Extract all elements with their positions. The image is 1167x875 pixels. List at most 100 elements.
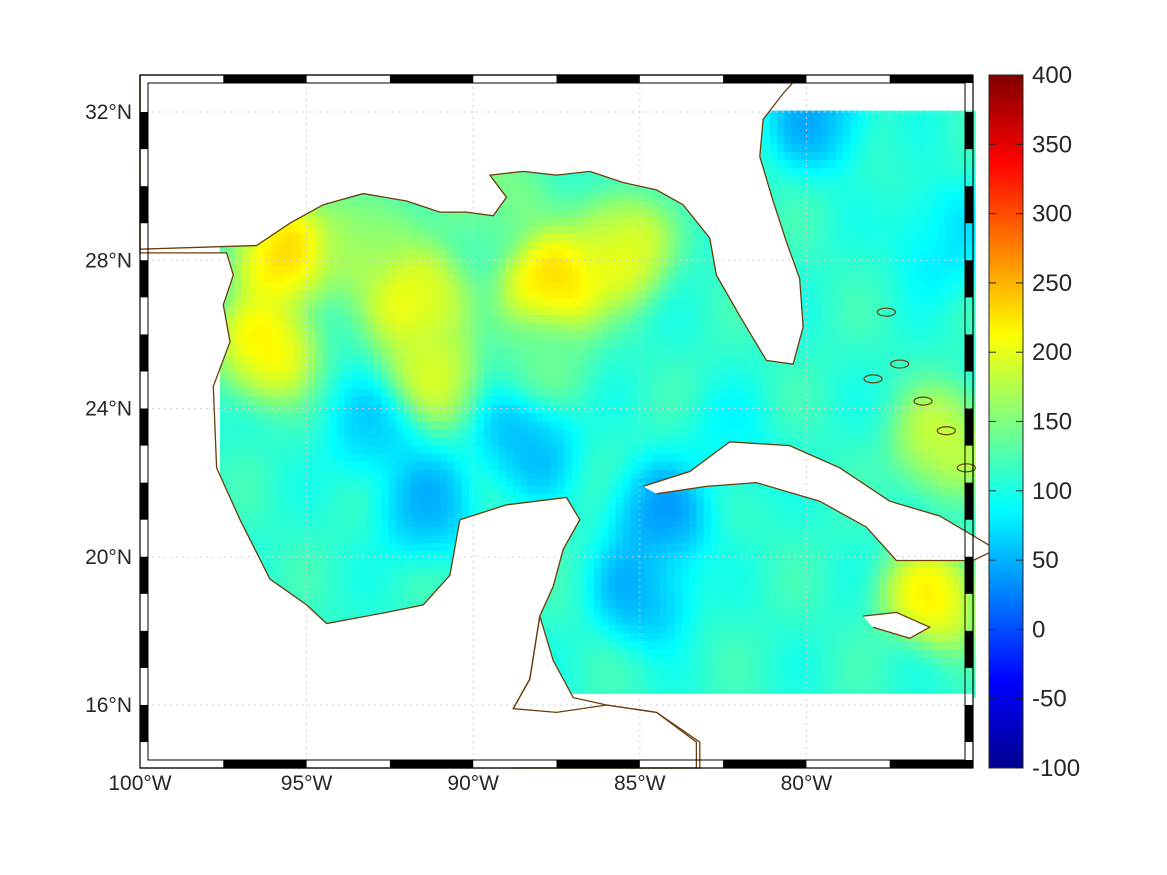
heatmap-cell [249,355,258,364]
heatmap-cell [659,200,668,210]
heatmap-cell [630,485,639,495]
heatmap-cell [520,338,529,348]
heatmap-cell [579,306,588,315]
heatmap-cell [659,559,668,568]
heatmap-cell [366,395,375,405]
heatmap-cell [293,338,302,348]
heatmap-cell [711,599,719,609]
heatmap-cell [696,420,705,430]
heatmap-cell [623,184,631,193]
heatmap-cell [388,347,397,356]
heatmap-cell [711,322,719,332]
heatmap-cell [637,184,646,193]
heatmap-cell [571,289,580,299]
heatmap-cell [586,257,595,267]
heatmap-cell [366,534,375,544]
heatmap-cell [425,395,434,405]
heatmap-cell [645,681,653,691]
heatmap-cell [718,501,727,511]
heatmap-cell [227,322,236,332]
heatmap-cell [395,575,404,585]
heatmap-cell [366,453,375,462]
heatmap-cell [234,510,243,519]
heatmap-cell [410,599,419,609]
heatmap-cell [403,583,412,593]
heatmap-cell [359,330,368,340]
heatmap-cell [461,306,470,315]
heatmap-cell [373,363,382,373]
heatmap-cell [351,575,360,585]
heatmap-cell [696,428,705,438]
heatmap-cell [329,501,338,511]
heatmap-cell [337,559,346,568]
heatmap-cell [227,363,236,373]
heatmap-cell [322,542,331,552]
heatmap-cell [505,249,514,258]
heatmap-cell [674,363,683,373]
heatmap-cell [329,338,338,348]
heatmap-cell [542,241,551,250]
heatmap-cell [645,656,653,666]
heatmap-cell [410,526,419,536]
heatmap-cell [535,175,544,185]
heatmap-cell [278,501,287,511]
heatmap-cell [483,314,492,324]
heatmap-cell [322,469,331,479]
heatmap-cell [264,241,272,250]
heatmap-cell [322,273,331,283]
heatmap-cell [410,567,419,576]
heatmap-cell [674,591,683,601]
heatmap-cell [461,444,470,454]
heatmap-cell [711,607,719,617]
heatmap-cell [242,518,250,527]
heatmap-cell [432,338,441,348]
heatmap-cell [703,257,712,267]
heatmap-cell [307,224,316,234]
heatmap-cell [667,673,675,682]
heatmap-cell [674,501,683,511]
heatmap-cell [300,444,309,454]
heatmap-cell [637,249,646,258]
heatmap-cell [703,330,712,340]
heatmap-cell [579,363,588,373]
heatmap-cell [608,306,617,315]
heatmap-cell [645,624,653,633]
heatmap-cell [637,673,646,682]
heatmap-cell [337,298,346,307]
heatmap-cell [344,322,353,332]
heatmap-cell [307,485,316,495]
heatmap-cell [264,363,272,373]
heatmap-cell [293,216,302,226]
heatmap-cell [439,216,448,226]
heatmap-cell [242,347,250,356]
heatmap-cell [439,208,448,218]
heatmap-cell [329,428,338,438]
heatmap-cell [608,485,617,495]
heatmap-cell [601,607,609,617]
heatmap-cell [571,241,580,250]
heatmap-cell [447,485,456,495]
heatmap-cell [637,567,646,576]
heatmap-cell [373,534,382,544]
heatmap-cell [659,363,668,373]
heatmap-cell [300,387,309,397]
heatmap-cell [329,420,338,430]
heatmap-cell [322,444,331,454]
heatmap-cell [322,387,331,397]
heatmap-cell [505,314,514,324]
heatmap-cell [366,379,375,389]
heatmap-cell [703,665,712,674]
heatmap-cell [447,461,456,470]
heatmap-cell [264,249,272,258]
heatmap-cell [608,534,617,544]
heatmap-cell [645,241,653,250]
heatmap-cell [586,208,595,218]
heatmap-cell [571,232,580,242]
heatmap-cell [242,273,250,283]
heatmap-cell [527,371,536,381]
heatmap-cell [652,216,661,226]
heatmap-cell [718,347,727,356]
heatmap-cell [520,216,529,226]
heatmap-cell [300,314,309,324]
heatmap-cell [689,559,697,568]
